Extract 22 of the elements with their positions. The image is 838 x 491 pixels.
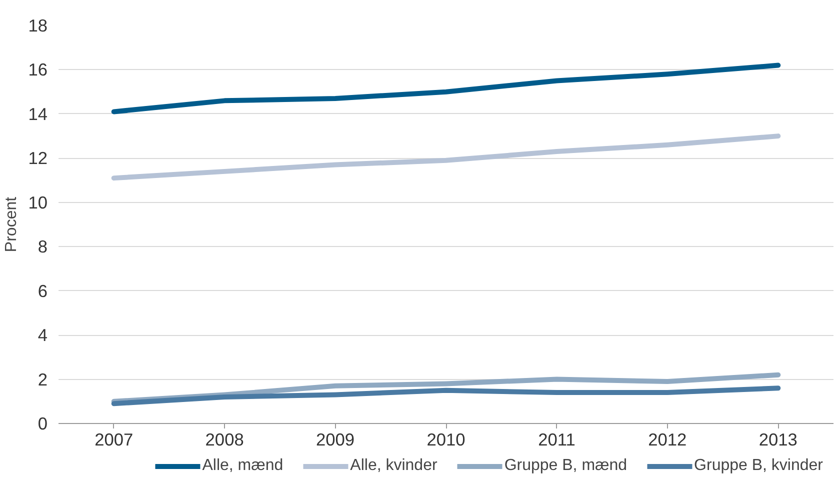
y-tick-label: 0 bbox=[38, 414, 48, 434]
y-axis-title: Procent bbox=[3, 196, 20, 252]
y-tick-label: 4 bbox=[38, 325, 48, 346]
legend-label: Alle, kvinder bbox=[350, 457, 438, 475]
legend-label: Alle, mænd bbox=[202, 457, 284, 475]
y-tick-label: 2 bbox=[38, 369, 48, 390]
legend-label: Gruppe B, kvinder bbox=[694, 457, 823, 475]
x-tick-label: 2011 bbox=[538, 430, 576, 450]
y-tick-label: 16 bbox=[28, 60, 48, 80]
y-tick-label: 18 bbox=[28, 16, 48, 36]
x-tick-label: 2007 bbox=[94, 430, 134, 450]
x-tick-label: 2012 bbox=[648, 430, 687, 450]
y-tick-label: 10 bbox=[28, 192, 48, 212]
x-tick-label: 2009 bbox=[316, 430, 355, 450]
y-tick-label: 14 bbox=[28, 104, 48, 124]
y-tick-label: 6 bbox=[38, 280, 48, 301]
y-tick-label: 12 bbox=[28, 148, 48, 168]
x-tick-label: 2008 bbox=[205, 430, 244, 450]
legend-label: Gruppe B, mænd bbox=[504, 457, 628, 475]
x-tick-label: 2013 bbox=[758, 430, 798, 450]
y-tick-label: 8 bbox=[38, 236, 48, 257]
x-tick-label: 2010 bbox=[426, 430, 466, 450]
